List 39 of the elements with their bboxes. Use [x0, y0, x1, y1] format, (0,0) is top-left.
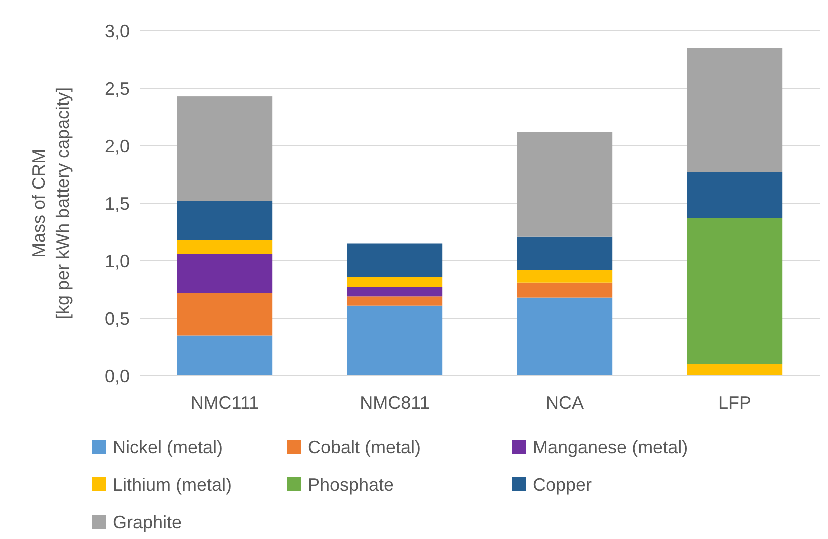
x-tick-label: LFP — [718, 393, 752, 413]
bar — [517, 132, 613, 237]
y-tick-label: 2,0 — [104, 136, 130, 156]
bar — [517, 298, 613, 376]
x-tick-label: NCA — [546, 393, 584, 413]
bar — [687, 172, 783, 218]
bar — [177, 336, 273, 376]
bar — [347, 287, 443, 297]
y-tick-label: 1,0 — [104, 251, 130, 272]
bar — [177, 254, 273, 294]
bar — [177, 96, 273, 202]
bar — [347, 244, 443, 278]
legend-label: Lithium (metal) — [113, 474, 232, 495]
legend-label: Nickel (metal) — [113, 437, 224, 458]
bar — [177, 293, 273, 336]
bar — [347, 277, 443, 288]
x-tick-label: NMC811 — [360, 393, 430, 413]
x-tick-label: NMC111 — [190, 393, 260, 413]
y-tick-label: 0,5 — [104, 308, 130, 329]
bar — [687, 364, 783, 376]
bar — [687, 48, 783, 172]
legend-label: Phosphate — [308, 474, 394, 495]
bar — [347, 306, 443, 376]
legend-label: Copper — [533, 474, 592, 495]
bar — [177, 240, 273, 254]
legend-label: Graphite — [113, 512, 182, 532]
y-tick-label: 2,5 — [104, 78, 130, 99]
bar — [177, 201, 273, 240]
y-tick-label: 1,5 — [104, 194, 130, 214]
bar — [517, 270, 613, 283]
bar — [687, 218, 783, 364]
legend-label: Cobalt (metal) — [308, 437, 422, 458]
y-tick-label: 0,0 — [104, 366, 130, 386]
bar — [517, 236, 613, 270]
legend-label: Manganese (metal) — [533, 437, 688, 458]
bar — [517, 282, 613, 298]
bar — [347, 296, 443, 306]
y-axis-title: Mass of CRM [kg per kWh battery capacity] — [29, 87, 73, 320]
y-tick-label: 3,0 — [104, 21, 130, 42]
